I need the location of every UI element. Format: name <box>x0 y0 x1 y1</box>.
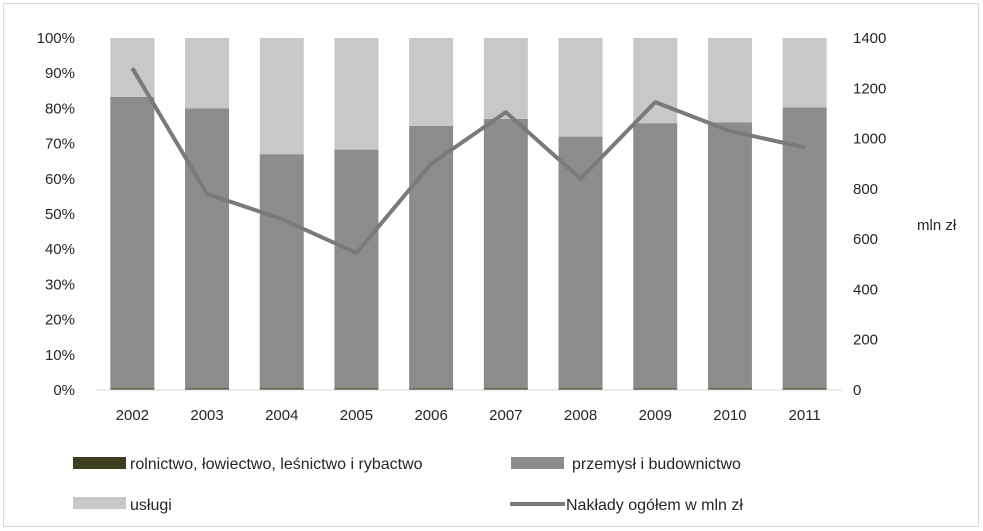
x-tick-label: 2007 <box>489 407 522 424</box>
bar-segment <box>483 38 528 119</box>
bar-segment <box>633 123 678 389</box>
y-right-tick-label: 1000 <box>853 131 886 148</box>
bar-segment <box>409 126 454 389</box>
y-left-tick-label: 0% <box>53 382 75 399</box>
bar-segment <box>707 122 752 389</box>
y-left-tick-label: 30% <box>45 276 75 293</box>
x-tick-label: 2011 <box>789 407 821 424</box>
bar-segment <box>259 38 304 155</box>
y-right-tick-label: 1400 <box>853 30 886 47</box>
bar-segment <box>259 388 304 390</box>
bar-segment <box>707 38 752 123</box>
y-right-tick-label: 800 <box>853 181 878 198</box>
legend-label-naklady: Nakłady ogółem w mln zł <box>566 497 743 514</box>
bar-segment <box>110 96 155 389</box>
x-tick-label: 2009 <box>639 407 672 424</box>
bar-segment <box>334 388 379 390</box>
bar-segment <box>334 149 379 389</box>
bar-segment <box>558 38 603 137</box>
y-right-tick-label: 400 <box>853 281 878 298</box>
bar-segment <box>110 388 155 390</box>
y-left-tick-label: 60% <box>45 171 75 188</box>
x-tick-label: 2004 <box>265 407 298 424</box>
bar-segment <box>633 38 678 124</box>
legend-label-uslugi: usługi <box>130 497 172 514</box>
x-tick-label: 2003 <box>190 407 223 424</box>
bar-segment <box>185 108 230 389</box>
legend-swatch-rolnictwo <box>73 457 126 469</box>
bar-segment <box>334 38 379 150</box>
bar-segment <box>409 388 454 390</box>
legend-label-rolnictwo: rolnictwo, łowiectwo, leśnictwo i rybact… <box>130 456 423 473</box>
bar-segment <box>259 154 304 389</box>
bar-segment <box>782 388 827 390</box>
legend-swatch-uslugi <box>73 497 126 509</box>
bar-segment <box>185 388 230 390</box>
y-right-tick-label: 200 <box>853 332 878 349</box>
y-left-tick-label: 70% <box>45 136 75 153</box>
y-left-tick-label: 80% <box>45 100 75 117</box>
y-right-tick-label: 1200 <box>853 80 886 97</box>
bar-segment <box>483 118 528 389</box>
y-left-tick-label: 40% <box>45 241 75 258</box>
x-tick-label: 2006 <box>414 407 447 424</box>
legend-swatch-przemysl <box>511 457 564 469</box>
y-left-tick-label: 100% <box>37 30 75 47</box>
bar-segment <box>782 38 827 108</box>
bar-segment <box>782 107 827 389</box>
line-series-nakłady <box>130 67 806 255</box>
y-left-tick-label: 90% <box>45 65 75 82</box>
bar-segment <box>110 38 155 97</box>
x-tick-label: 2008 <box>564 407 597 424</box>
y-left-tick-label: 10% <box>45 347 75 364</box>
y-right-axis-label: mln zł <box>917 217 957 234</box>
bar-segment <box>483 388 528 390</box>
bar-segment <box>633 388 678 390</box>
y-left-tick-label: 50% <box>45 206 75 223</box>
bar-segment <box>558 388 603 390</box>
legend-label-przemysl: przemysł i budownictwo <box>572 456 741 473</box>
bar-segment <box>558 136 603 389</box>
bar-segment <box>409 38 454 126</box>
x-tick-label: 2005 <box>340 407 373 424</box>
x-tick-label: 2002 <box>116 407 149 424</box>
y-right-tick-label: 600 <box>853 231 878 248</box>
y-right-tick-label: 0 <box>853 382 861 399</box>
bar-segment <box>707 388 752 390</box>
x-tick-label: 2010 <box>713 407 746 424</box>
bar-segment <box>185 38 230 109</box>
y-left-tick-label: 20% <box>45 312 75 329</box>
